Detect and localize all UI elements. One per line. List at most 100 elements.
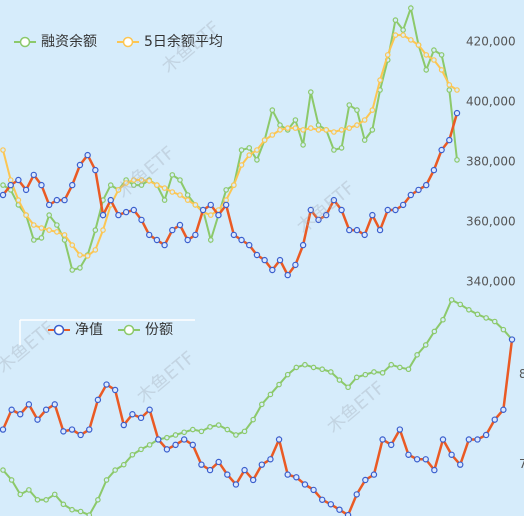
point (415, 42, 422, 48)
point (399, 201, 407, 209)
point (261, 137, 268, 143)
point (146, 178, 153, 184)
point (388, 441, 395, 449)
point (77, 508, 84, 515)
point (84, 151, 91, 159)
point (43, 496, 49, 503)
legend-label: 份额 (145, 322, 173, 338)
point (269, 266, 276, 274)
point (346, 102, 353, 108)
point (115, 211, 122, 219)
point (269, 132, 276, 138)
point (69, 267, 76, 273)
point (138, 216, 145, 224)
point (68, 426, 76, 433)
point (438, 52, 445, 58)
point (448, 297, 455, 303)
point (353, 491, 360, 498)
y-tick-label: 400,000 (466, 95, 516, 109)
point (338, 127, 345, 133)
point (345, 384, 351, 391)
point (223, 197, 229, 203)
point (137, 414, 145, 422)
point (336, 377, 343, 383)
point (138, 446, 144, 453)
point (76, 161, 84, 169)
point (94, 396, 102, 404)
point (0, 467, 6, 473)
point (361, 231, 368, 239)
point (370, 471, 378, 478)
point (331, 147, 337, 153)
point (38, 225, 45, 231)
point (307, 125, 314, 131)
point (292, 125, 299, 131)
point (301, 481, 309, 488)
point (22, 186, 30, 194)
point (315, 127, 322, 133)
point (439, 436, 447, 443)
point (446, 136, 453, 144)
point (354, 122, 360, 128)
point (189, 441, 196, 449)
point (284, 125, 291, 131)
point (446, 82, 453, 88)
point (315, 216, 322, 224)
point (457, 301, 464, 308)
point (407, 191, 415, 199)
point (138, 182, 145, 188)
point (246, 241, 253, 249)
point (307, 206, 314, 214)
point (177, 177, 183, 183)
point (430, 166, 438, 174)
point (454, 87, 460, 93)
point (302, 361, 308, 368)
point (344, 511, 352, 516)
point (397, 364, 403, 371)
point (103, 381, 110, 388)
point (319, 366, 326, 373)
point (192, 231, 199, 239)
point (331, 129, 337, 135)
point (222, 201, 230, 209)
point (379, 436, 386, 443)
point (361, 137, 368, 143)
point (154, 182, 160, 188)
point (500, 406, 507, 413)
point (172, 432, 179, 438)
y-tick-label: 420,000 (466, 35, 516, 49)
point (377, 77, 383, 83)
point (300, 127, 306, 133)
point (405, 451, 412, 458)
point (169, 226, 176, 234)
point (431, 47, 437, 53)
legend-label: 5日余额平均 (144, 33, 223, 50)
point (431, 328, 438, 335)
point (176, 221, 184, 229)
point (77, 431, 84, 439)
point (77, 252, 83, 258)
legend-marker (123, 324, 135, 336)
legend-marker (53, 324, 65, 336)
point (0, 182, 6, 188)
point (146, 406, 153, 413)
point (258, 461, 266, 468)
point (46, 227, 52, 233)
point (84, 253, 91, 259)
point (276, 256, 284, 264)
point (54, 222, 60, 228)
point (180, 436, 188, 443)
point (8, 406, 15, 413)
point (103, 477, 110, 483)
point (99, 211, 107, 219)
point (15, 197, 22, 203)
point (120, 461, 127, 468)
point (293, 364, 300, 371)
point (369, 127, 376, 133)
point (253, 251, 261, 259)
point (293, 474, 300, 481)
point (408, 37, 414, 43)
point (192, 202, 199, 208)
point (246, 152, 253, 158)
point (169, 172, 176, 178)
